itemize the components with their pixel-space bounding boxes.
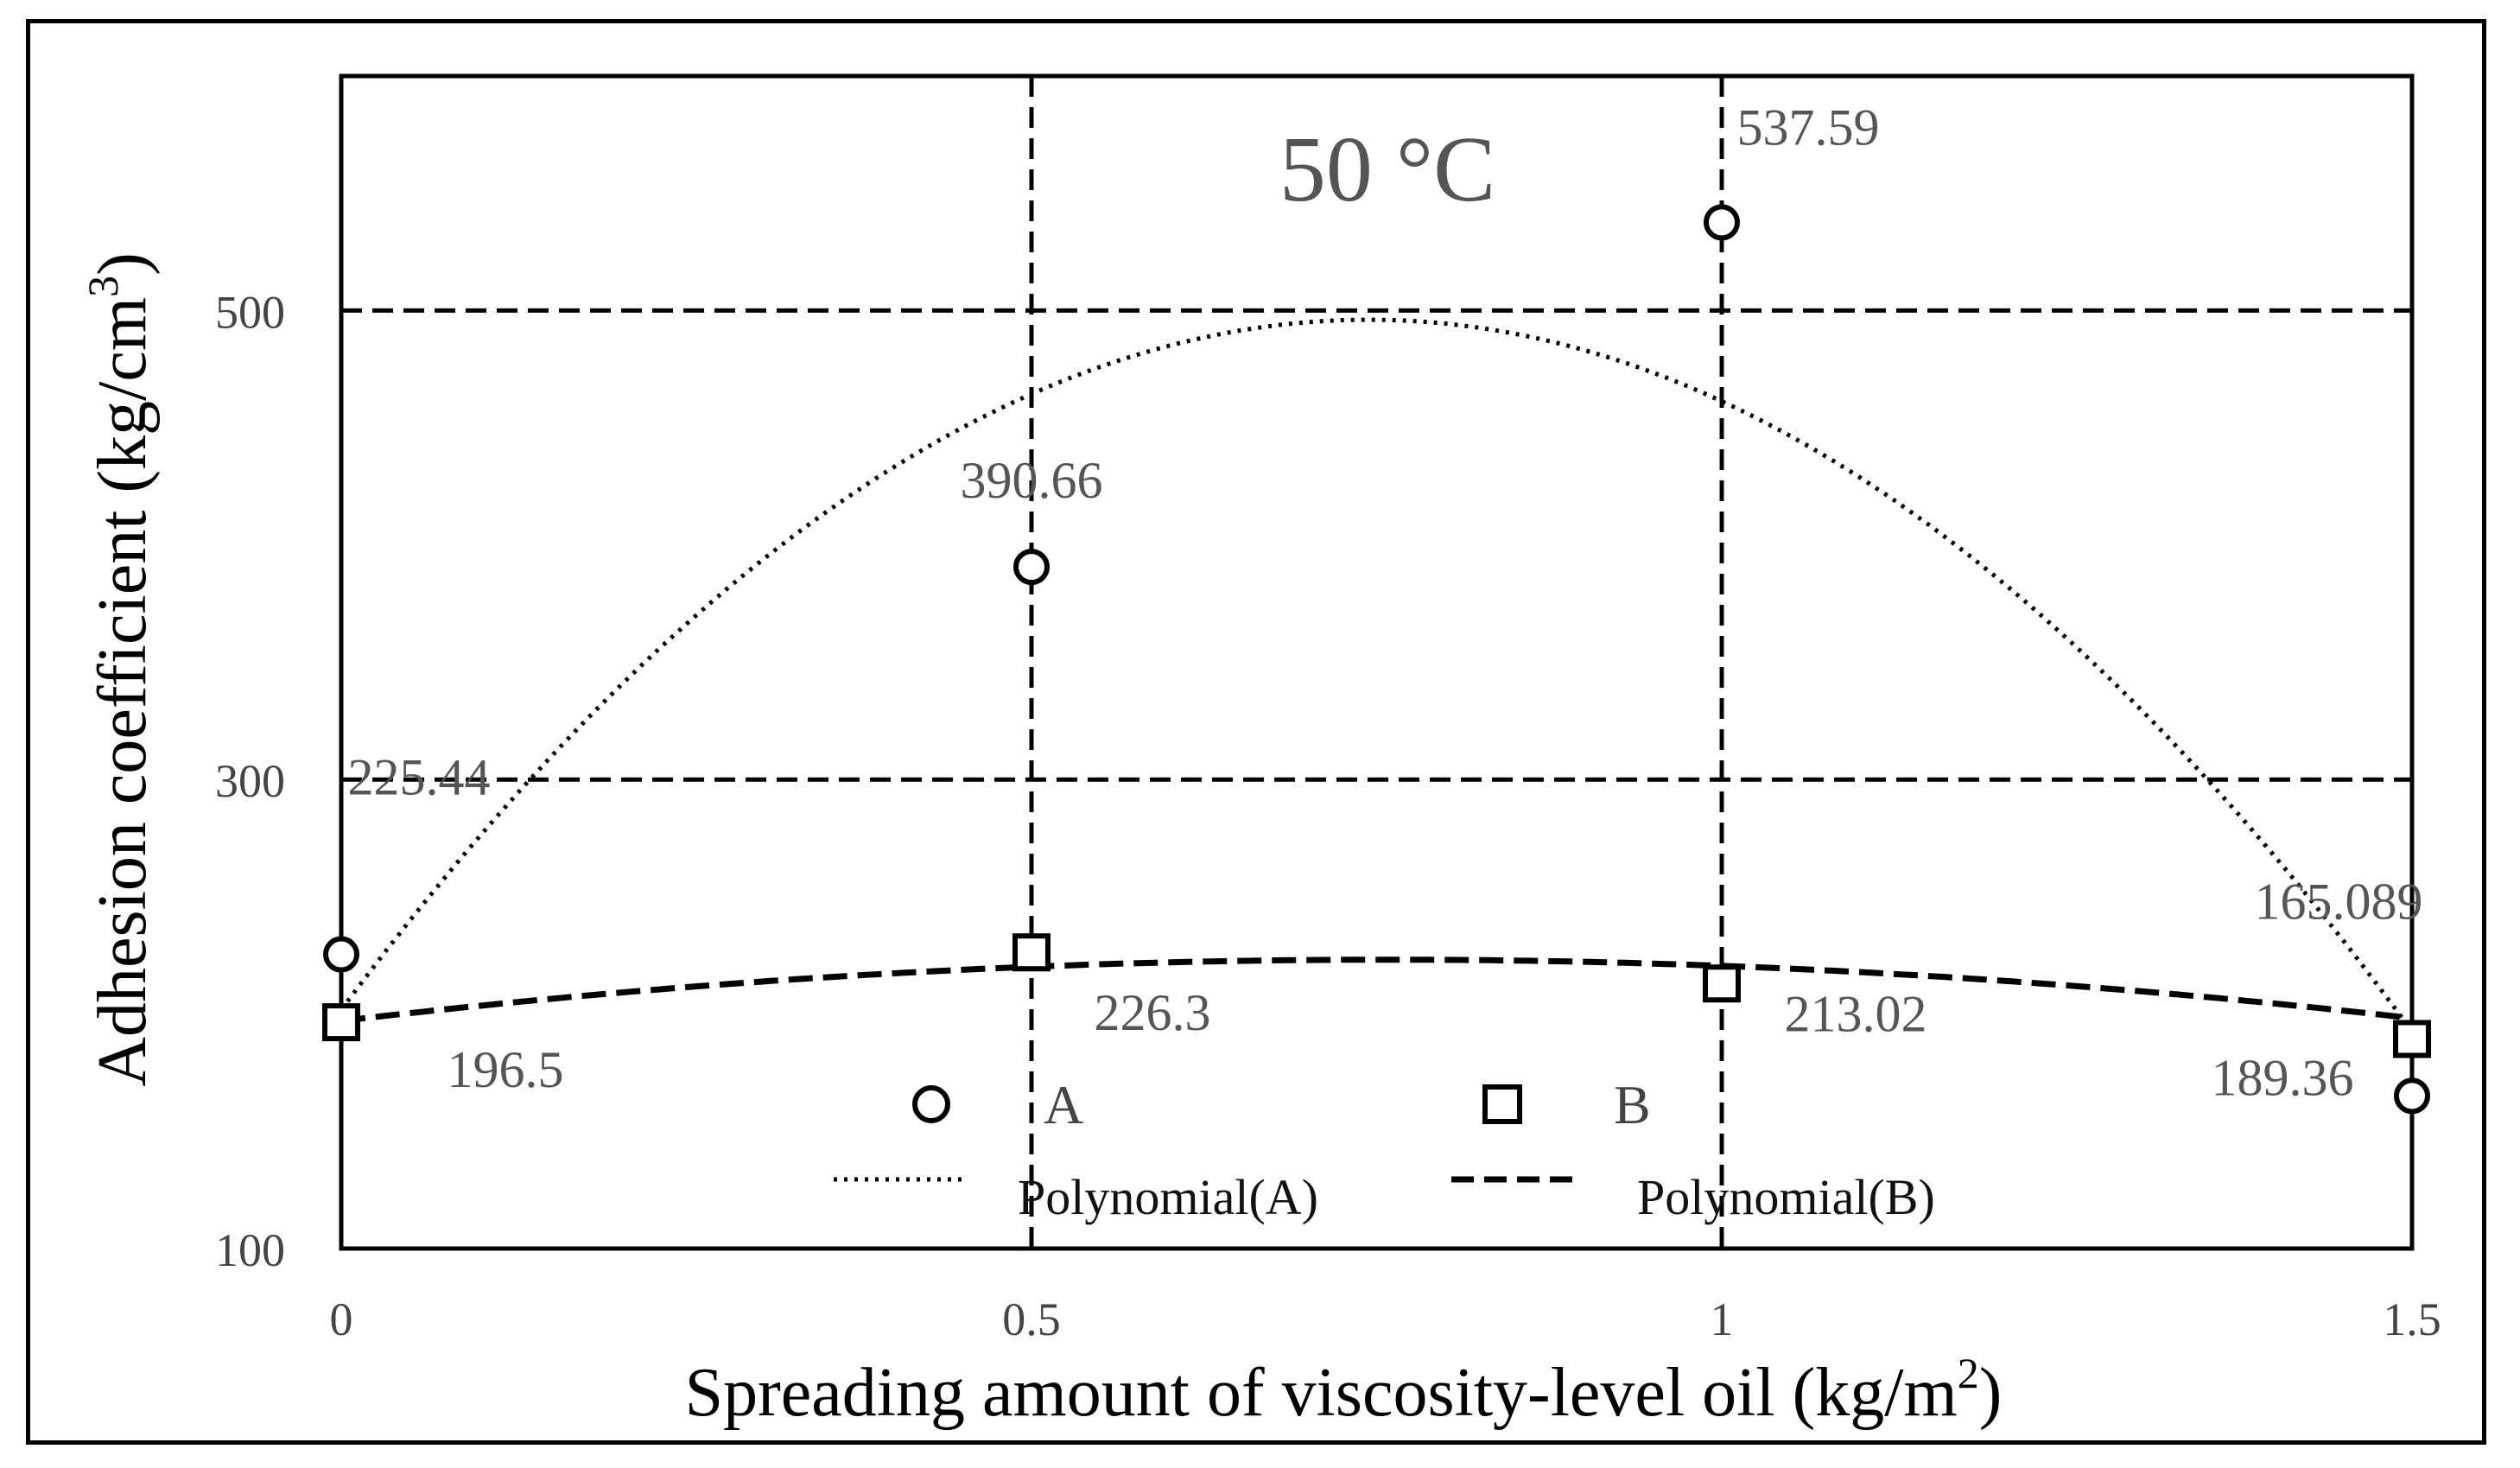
legend-square-marker [1482,1084,1522,1124]
series-b-point [2393,1020,2431,1058]
legend-item-poly-b: Polynomial(B) [1451,1169,1935,1225]
legend-item-a: A [912,1074,1083,1135]
temperature-annotation: 50 °C [1279,118,1495,221]
legend-item-poly-a: Polynomial(A) [834,1169,1318,1225]
x-tick-label: 1 [1711,1293,1734,1345]
legend-label-poly-b: Polynomial(B) [1637,1169,1935,1225]
marker-layer [322,204,2431,1115]
chart-frame [26,19,2486,1445]
y-axis-title-superscript: 3 [79,276,127,297]
series-b-data-label: 226.3 [1095,984,1211,1041]
series-a-data-label: 165.089 [2255,873,2423,930]
y-axis-title-end: ) [85,252,161,276]
x-tick-label: 0 [330,1293,353,1345]
series-a-data-label: 537.59 [1737,99,1880,156]
series-b-data-label: 213.02 [1785,985,1927,1042]
x-axis-title-end: ) [1979,1355,2003,1431]
legend-label-poly-a: Polynomial(A) [1018,1169,1318,1225]
series-a-point [1013,549,1050,586]
trendline-layer [340,317,2415,1033]
legend: A B Polynomial(A) Polynomial(B) [834,1074,1935,1225]
grid-layer [339,73,2415,1251]
y-tick-label: 500 [215,286,285,338]
plot-area-border [339,73,2415,1251]
x-axis-title: Spreading amount of viscosity-level oil … [685,1349,2003,1431]
series-b-point [1703,964,1741,1003]
y-axis-title-main: Adhesion coefficient (kg/cm [85,297,161,1087]
legend-item-b: B [1482,1074,1651,1135]
y-tick-label: 100 [215,1224,285,1276]
legend-label-b: B [1614,1074,1651,1135]
y-axis-title: Adhesion coefficient (kg/cm3) [79,252,161,1086]
trendline-polynomial-a [340,317,2415,1033]
series-a-point [2394,1077,2430,1115]
trendline-polynomial-b [340,956,2413,1024]
series-b-data-label: 189.36 [2212,1049,2354,1106]
x-axis-title-superscript: 2 [1958,1349,1979,1397]
series-b-data-label: 196.5 [448,1041,564,1098]
x-tick-label: 1.5 [2383,1293,2441,1345]
series-b-point [1012,933,1051,972]
series-a-point [323,936,359,973]
y-tick-label: 300 [215,755,285,807]
x-axis-title-main: Spreading amount of viscosity-level oil … [685,1355,1958,1431]
data-label-layer: 225.44 390.66 537.59 165.089 196.5 226.3 213.0… [348,99,2423,1106]
x-tick-label: 0.5 [1002,1293,1061,1345]
tick-layer: 0 0.5 1 1.5 100 300 500 [215,286,2441,1345]
legend-label-a: A [1044,1074,1083,1135]
legend-circle-marker [912,1085,950,1123]
series-a-point [1704,204,1740,241]
series-a-data-label: 225.44 [348,749,491,806]
series-a-data-label: 390.66 [961,452,1103,509]
series-b-point [322,1003,360,1042]
